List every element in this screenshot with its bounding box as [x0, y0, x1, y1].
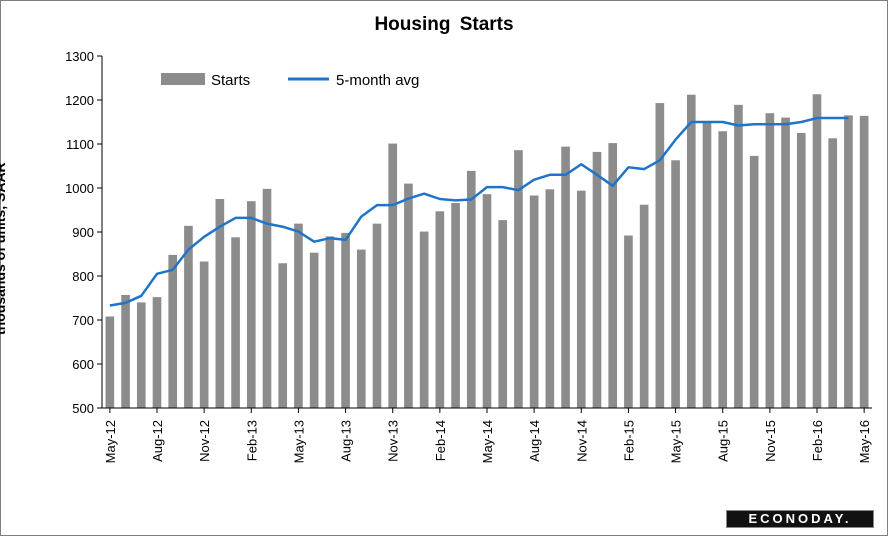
bar-Jul-15	[702, 121, 712, 409]
bar-Aug-12	[152, 297, 162, 408]
bar-May-15	[671, 160, 680, 408]
bar-Jan-14	[419, 231, 429, 408]
y-tick-label: 600	[72, 357, 94, 372]
bar-Dec-15	[781, 117, 790, 408]
bar-Feb-16	[812, 94, 822, 408]
x-tick-label: Nov-14	[574, 420, 589, 462]
legend: Starts 5-month avg	[161, 72, 419, 89]
line-series	[109, 116, 849, 307]
x-tick-label: May-14	[480, 420, 495, 463]
y-tick-label: 700	[72, 313, 94, 328]
bar-Apr-14	[466, 170, 476, 408]
y-tick-label: 1100	[66, 137, 94, 152]
chart-title: Housing Starts	[374, 14, 514, 35]
bar-Aug-14	[529, 195, 539, 408]
x-tick-label: Feb-16	[810, 420, 825, 461]
x-tick-label: Aug-15	[716, 420, 731, 462]
bar-Jan-15	[608, 143, 618, 408]
x-tick-label: May-16	[857, 420, 872, 463]
bar-Jun-12	[121, 294, 130, 408]
bar-Mar-13	[262, 188, 272, 408]
x-tick-label: Aug-14	[527, 420, 542, 462]
legend-swatch-starts	[161, 73, 205, 85]
bar-Aug-13	[341, 232, 350, 408]
bar-Oct-12	[184, 225, 193, 408]
bar-Sep-12	[168, 254, 178, 408]
bar-Aug-15	[718, 131, 728, 409]
legend-label-avg: 5-month avg	[336, 72, 419, 89]
bar-Nov-15	[765, 113, 775, 408]
bar-May-14	[482, 194, 492, 408]
x-tick-label: Aug-13	[339, 420, 354, 462]
bar-Nov-14	[576, 190, 586, 408]
x-tick-label: May-13	[291, 420, 306, 463]
bar-Apr-15	[655, 103, 665, 408]
x-tick-label: Feb-15	[621, 420, 636, 461]
bar-Sep-15	[734, 104, 743, 408]
bar-Oct-15	[749, 155, 759, 408]
x-tick-label: Nov-12	[197, 420, 212, 462]
bar-May-12	[105, 316, 115, 408]
x-tick-label: Nov-13	[386, 420, 401, 462]
bar-Dec-13	[404, 183, 413, 408]
bar-Feb-14	[435, 211, 445, 408]
y-tick-label: 1200	[65, 93, 94, 108]
bar-Jul-14	[514, 150, 523, 408]
y-tick-label: 1000	[65, 181, 94, 196]
bar-Nov-12	[199, 261, 209, 408]
bar-Apr-16	[844, 115, 853, 409]
x-tick-label: Nov-15	[763, 420, 778, 462]
bar-Mar-16	[828, 138, 838, 408]
axes: 500 600 700 800 900 1000 1100 1200 1300 May-12 Aug…	[65, 49, 872, 463]
bar-Dec-12	[215, 199, 225, 408]
bar-Jul-13	[325, 236, 335, 408]
x-tick-label: Aug-12	[150, 420, 165, 462]
avg-line	[109, 116, 849, 307]
x-tick-label: May-12	[103, 420, 118, 463]
bar-Jan-13	[231, 237, 240, 408]
bar-Mar-15	[639, 204, 649, 408]
x-tick-label: Feb-13	[244, 420, 259, 461]
bar-May-13	[294, 223, 303, 408]
x-tick-label: Feb-14	[433, 420, 448, 461]
bar-series	[105, 94, 869, 409]
bar-Jan-16	[796, 133, 806, 408]
bar-Feb-15	[624, 235, 633, 408]
y-tick-label: 1300	[65, 49, 94, 64]
bar-Nov-13	[388, 143, 398, 408]
bar-Sep-13	[356, 249, 366, 408]
bar-Mar-14	[451, 202, 460, 408]
bar-Feb-13	[246, 201, 256, 408]
bar-Apr-13	[278, 263, 288, 408]
legend-label-starts: Starts	[211, 72, 250, 89]
bar-Oct-14	[561, 146, 570, 408]
bar-Jun-14	[498, 220, 508, 408]
bar-Sep-14	[545, 189, 555, 408]
bar-Oct-13	[372, 223, 382, 408]
bar-Jun-15	[686, 94, 696, 408]
y-tick-label: 900	[72, 225, 94, 240]
bar-May-16	[859, 115, 869, 408]
bar-Dec-14	[592, 151, 602, 409]
econoday-logo: ECONODAY.	[726, 510, 874, 528]
bar-Jul-12	[136, 302, 146, 408]
bar-Jun-13	[309, 252, 319, 408]
x-tick-label: May-15	[669, 420, 684, 463]
y-tick-label: 500	[72, 401, 94, 416]
y-tick-label: 800	[72, 269, 94, 284]
